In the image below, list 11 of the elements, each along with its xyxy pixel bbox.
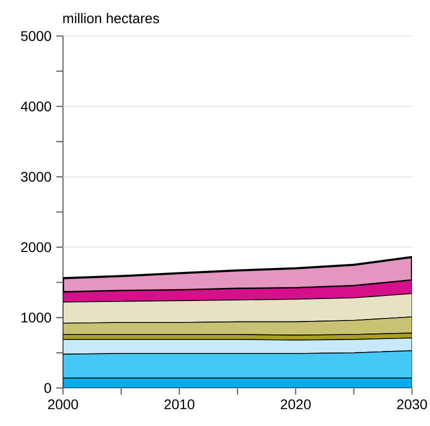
y-tick-label: 5000 <box>21 31 52 41</box>
y-tick-label: 1000 <box>22 312 52 323</box>
y-tick-label: 2000 <box>21 242 52 252</box>
x-tick-label: 2000 <box>48 399 78 410</box>
x-tick-label: 2020 <box>280 399 311 410</box>
x-tick-label: 2030 <box>397 399 428 410</box>
y-tick-label: 0 <box>44 383 52 393</box>
y-tick-label: 3000 <box>21 172 52 182</box>
y-axis-title: million hectares <box>63 13 160 24</box>
y-tick-label: 4000 <box>20 101 52 112</box>
x-tick-label: 2010 <box>164 399 194 410</box>
